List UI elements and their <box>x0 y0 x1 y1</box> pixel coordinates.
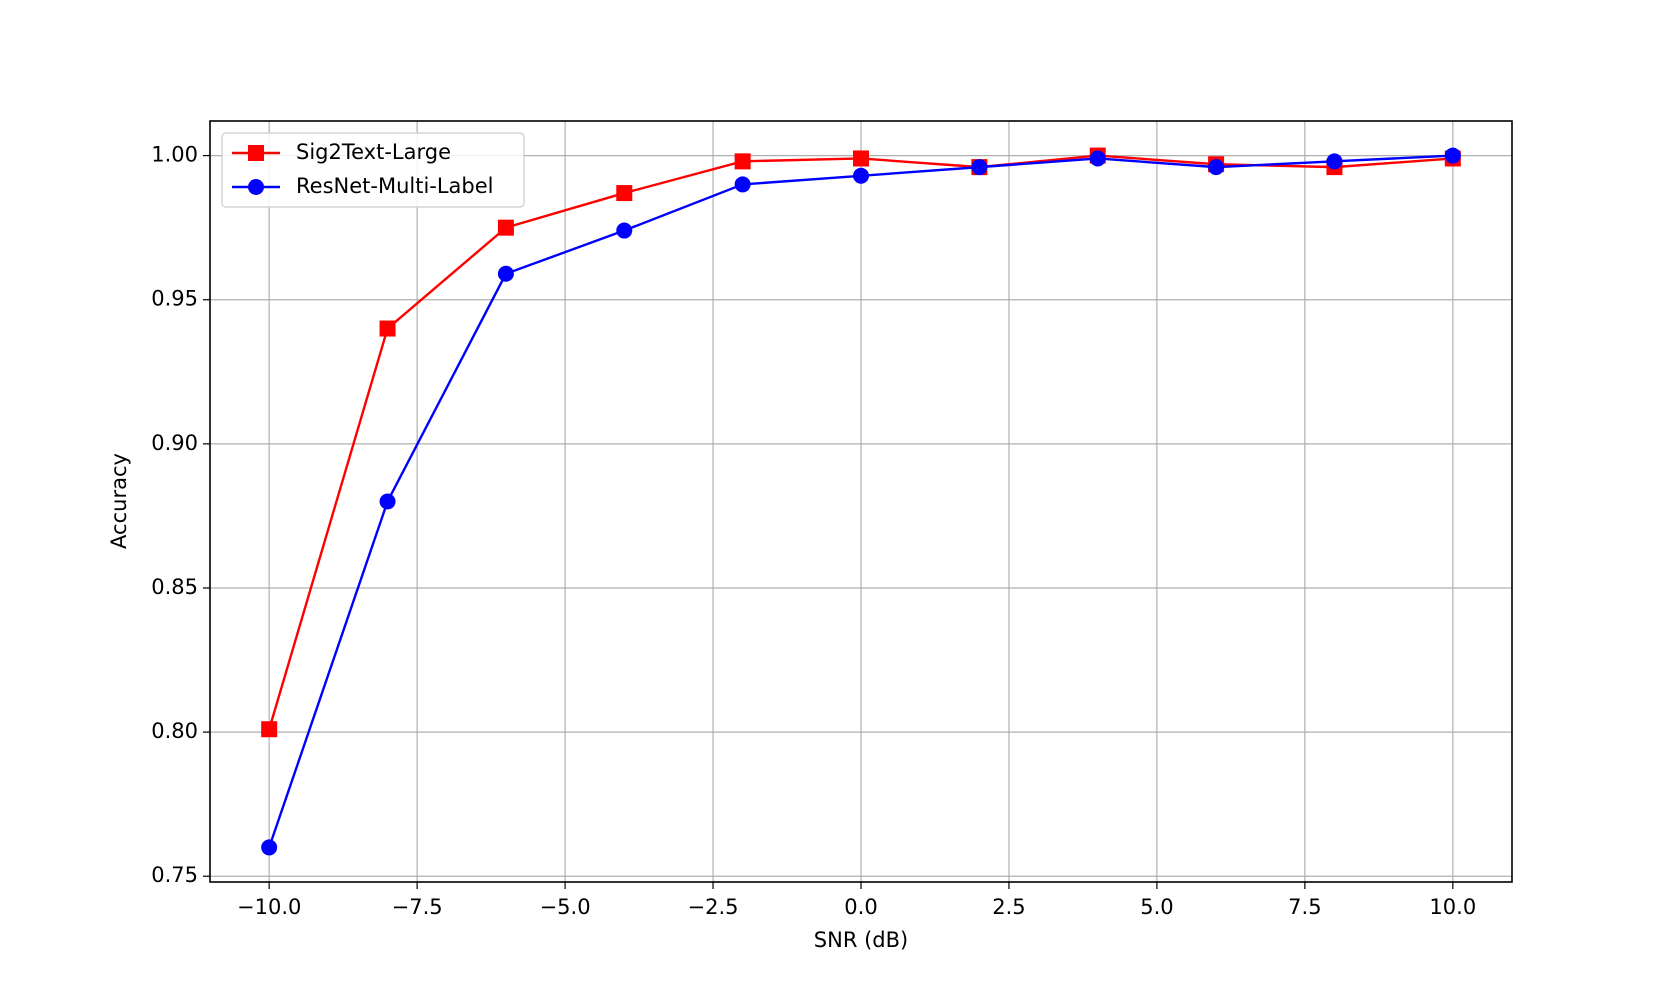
x-tick-label: −2.5 <box>688 895 739 919</box>
data-point <box>734 153 751 170</box>
data-point <box>497 219 514 236</box>
data-point <box>1089 150 1106 167</box>
data-point <box>1444 147 1461 164</box>
legend-box <box>221 132 525 208</box>
data-point <box>497 265 514 282</box>
data-point <box>853 150 869 167</box>
plot-frame <box>209 120 1513 883</box>
x-tick-label: −5.0 <box>540 895 591 919</box>
data-point <box>971 159 988 176</box>
data-point <box>1326 153 1343 170</box>
legend-label: Sig2Text-Large <box>296 140 451 164</box>
data-point <box>261 721 278 738</box>
x-tick-label: 0.0 <box>844 895 877 919</box>
data-point <box>616 185 633 202</box>
data-point <box>261 839 278 856</box>
data-point <box>379 493 396 510</box>
y-tick-label: 0.80 <box>151 719 198 743</box>
x-tick-label: 5.0 <box>1140 895 1173 919</box>
data-point <box>734 176 751 193</box>
y-tick-label: 0.85 <box>151 575 198 599</box>
y-tick-label: 1.00 <box>151 143 198 167</box>
x-tick-label: −7.5 <box>392 895 443 919</box>
legend-marker <box>248 145 264 161</box>
x-tick-label: −10.0 <box>237 895 301 919</box>
y-tick-label: 0.90 <box>151 431 198 455</box>
x-tick-label: 7.5 <box>1288 895 1321 919</box>
x-tick-label: 2.5 <box>992 895 1025 919</box>
data-point <box>853 167 869 184</box>
x-axis-label: SNR (dB) <box>814 928 908 952</box>
data-point <box>1208 159 1225 176</box>
y-tick-label: 0.75 <box>151 863 198 887</box>
y-axis-label: Accuracy <box>107 453 131 549</box>
x-tick-label: 10.0 <box>1429 895 1476 919</box>
data-point <box>379 320 396 337</box>
legend-label: ResNet-Multi-Label <box>296 174 494 198</box>
data-point <box>616 222 633 239</box>
y-tick-label: 0.95 <box>151 287 198 311</box>
legend-marker <box>248 179 264 195</box>
